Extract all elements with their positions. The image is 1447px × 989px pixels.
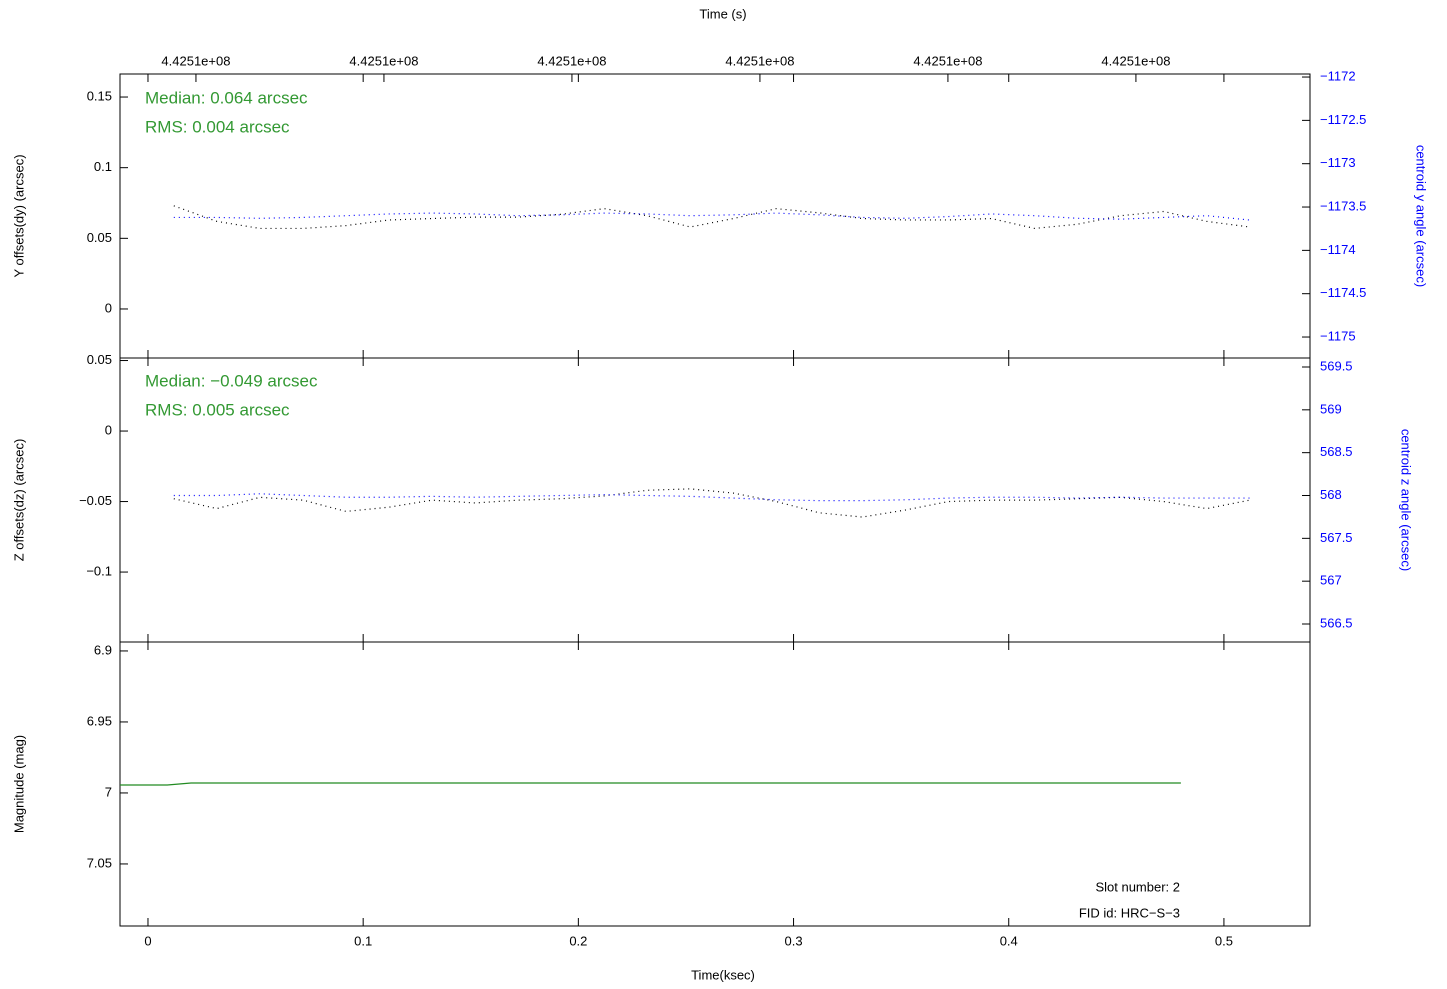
top-axis-label: Time (s) — [699, 6, 746, 21]
x-tick-label: 0.4 — [1000, 933, 1018, 948]
annotation: RMS: 0.005 arcsec — [145, 400, 290, 419]
y2-tick-label: −1174.5 — [1320, 285, 1366, 300]
y-tick-label: 0.1 — [94, 159, 112, 174]
y2-tick-label: −1175 — [1320, 328, 1356, 343]
y-tick-label: −0.1 — [86, 563, 112, 578]
x2-tick-label: 4.4251e+08 — [725, 53, 794, 68]
x2-tick-label: 4.4251e+08 — [1101, 53, 1170, 68]
x2-tick-label: 4.4251e+08 — [913, 53, 982, 68]
y-tick-label: 6.9 — [94, 642, 112, 657]
y2-tick-label: −1172 — [1320, 68, 1356, 83]
y-tick-label: 0.05 — [87, 230, 112, 245]
y2-tick-label: 566.5 — [1320, 615, 1353, 630]
y-tick-label: −0.05 — [79, 493, 112, 508]
y2-tick-label: 568 — [1320, 487, 1342, 502]
y2-tick-label: 569 — [1320, 401, 1342, 416]
y2-tick-label: 567.5 — [1320, 530, 1353, 545]
x-tick-label: 0.5 — [1215, 933, 1233, 948]
x-axis-label: Time(ksec) — [691, 967, 755, 982]
x2-tick-label: 4.4251e+08 — [537, 53, 606, 68]
annotation: FID id: HRC−S−3 — [1079, 905, 1180, 920]
x-tick-label: 0 — [144, 933, 151, 948]
y-tick-label: 0 — [105, 422, 112, 437]
y-axis-label: Magnitude (mag) — [11, 735, 26, 833]
line-series — [120, 782, 1181, 786]
x2-tick-label: 4.4251e+08 — [161, 53, 230, 68]
x-tick-label: 0.3 — [785, 933, 803, 948]
dotted-series — [173, 488, 1250, 518]
x2-tick-label: 4.4251e+08 — [349, 53, 418, 68]
annotation: RMS: 0.004 arcsec — [145, 117, 290, 136]
y2-axis-label: centroid y angle (arcsec) — [1414, 145, 1429, 287]
annotation: Median: −0.049 arcsec — [145, 371, 318, 390]
y2-tick-label: −1173.5 — [1320, 198, 1366, 213]
x-tick-label: 0.1 — [354, 933, 372, 948]
dotted-series — [173, 205, 1250, 230]
y2-tick-label: 567 — [1320, 573, 1342, 588]
y2-tick-label: −1174 — [1320, 242, 1356, 257]
dotted-series — [173, 212, 1250, 221]
x-tick-label: 0.2 — [569, 933, 587, 948]
y-axis-label: Z offsets(dz) (arcsec) — [11, 439, 26, 562]
annotation: Median: 0.064 arcsec — [145, 88, 308, 107]
y-tick-label: 7.05 — [87, 855, 112, 870]
y-tick-label: 0.15 — [87, 88, 112, 103]
y-tick-label: 7 — [105, 784, 112, 799]
y-tick-label: 0.05 — [87, 352, 112, 367]
y2-tick-label: 569.5 — [1320, 358, 1353, 373]
y2-tick-label: −1172.5 — [1320, 112, 1366, 127]
dotted-series — [173, 493, 1250, 502]
y-tick-label: 0 — [105, 300, 112, 315]
frame — [119, 73, 1311, 927]
y-axis-label: Y offsets(dy) (arcsec) — [11, 154, 26, 277]
y-tick-label: 6.95 — [87, 713, 112, 728]
y2-tick-label: 568.5 — [1320, 444, 1353, 459]
y2-tick-label: −1173 — [1320, 155, 1356, 170]
y2-axis-label: centroid z angle (arcsec) — [1399, 429, 1414, 571]
annotation: Slot number: 2 — [1095, 879, 1180, 894]
